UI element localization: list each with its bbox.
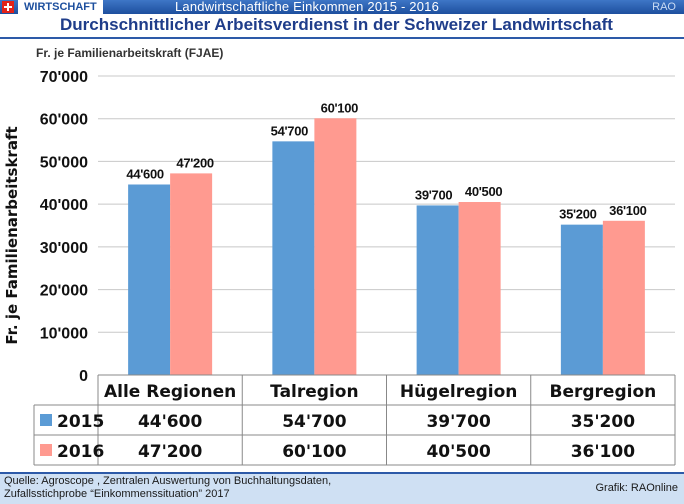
chart-title: Durchschnittlicher Arbeitsverdienst in d… (60, 15, 613, 34)
y-tick-label: 30'000 (40, 240, 88, 257)
y-tick-label: 0 (79, 368, 88, 385)
bar-2015 (128, 184, 171, 375)
bar-2015 (272, 141, 315, 375)
y-tick-label: 40'000 (40, 197, 88, 214)
table-cell: 54'700 (282, 412, 347, 432)
table-cell: 44'600 (138, 412, 203, 432)
unit-label: Fr. je Familienarbeitskraft (FJAE) (36, 46, 224, 60)
y-tick-label: 50'000 (40, 154, 88, 171)
table-cell: 60'100 (282, 442, 347, 462)
footer-rule (0, 472, 684, 474)
table-cell: 47'200 (138, 442, 203, 462)
data-label: 39'700 (415, 187, 453, 202)
brand-label: RAO (652, 1, 676, 13)
legend-label: 2016 (57, 442, 104, 462)
bar-2016 (458, 202, 501, 375)
bar-2015 (416, 205, 459, 375)
data-label: 35'200 (559, 207, 597, 222)
bar-chart: 0 10'000 20'000 30'000 40'000 50'000 60'000 70'… (3, 69, 676, 466)
section-label: WIRTSCHAFT (18, 0, 103, 14)
bar-2016 (602, 220, 645, 375)
category-label: Bergregion (550, 382, 657, 402)
legend-swatch-2016 (40, 444, 52, 456)
source-note: Quelle: Agroscope , Zentralen Auswertung… (4, 475, 331, 501)
y-tick-label: 70'000 (40, 69, 88, 86)
source-line-2: Zufallsstichprobe “Einkommenssituation” … (4, 488, 230, 500)
table-cell: 35'200 (571, 412, 636, 432)
category-label: Alle Regionen (104, 382, 236, 402)
source-line-1: Quelle: Agroscope , Zentralen Auswertung… (4, 475, 332, 487)
data-label: 60'100 (321, 100, 359, 115)
banner-title: Landwirtschaftliche Einkommen 2015 - 201… (175, 0, 440, 14)
y-tick-label: 10'000 (40, 325, 88, 342)
legend-label: 2015 (57, 412, 104, 432)
swiss-flag-icon (2, 1, 14, 13)
footer-bar (0, 472, 684, 504)
data-label: 36'100 (609, 203, 647, 218)
bar-2016 (170, 173, 213, 375)
legend-swatch-2015 (40, 414, 52, 426)
category-label: Hügelregion (400, 382, 518, 402)
y-axis-label: Fr. je Familienarbeitskraft (3, 126, 21, 344)
title-rule (0, 37, 684, 39)
bar-2016 (314, 118, 357, 375)
data-label: 47'200 (176, 155, 214, 170)
data-label: 44'600 (126, 166, 164, 181)
data-label: 54'700 (271, 123, 309, 138)
y-tick-label: 20'000 (40, 283, 88, 300)
table-cell: 40'500 (426, 442, 491, 462)
table-cell: 39'700 (426, 412, 491, 432)
category-label: Talregion (270, 382, 358, 402)
graphic-credit: Grafik: RAOnline (595, 482, 678, 494)
bar-2015 (560, 224, 603, 375)
table-cell: 36'100 (571, 442, 636, 462)
y-tick-label: 60'000 (40, 112, 88, 129)
top-banner (0, 0, 684, 14)
data-label: 40'500 (465, 184, 503, 199)
